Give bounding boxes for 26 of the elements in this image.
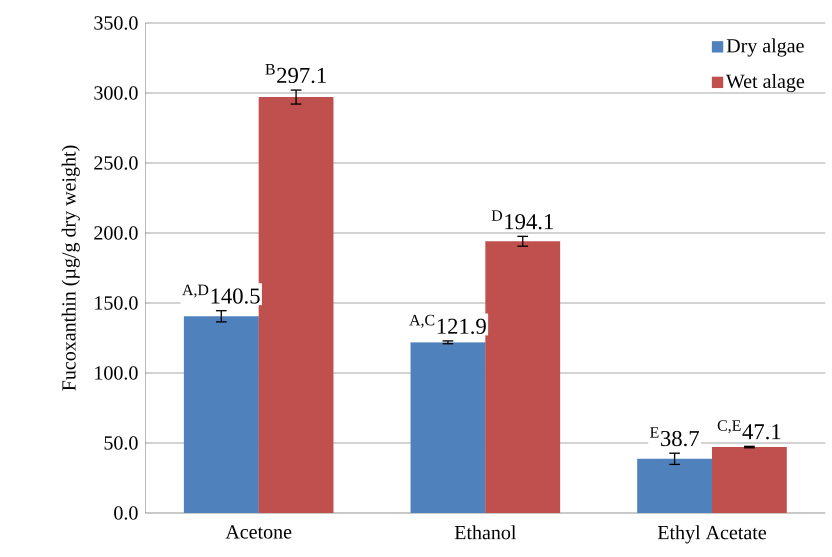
x-tick-label: Ethanol [454, 525, 516, 540]
legend-label: Dry algae [726, 38, 804, 57]
y-tick-label: 50.0 [104, 436, 138, 450]
x-tick-label: Acetone [226, 525, 292, 539]
x-tick-label: Ethyl Acetate [658, 525, 766, 544]
data-label: $^{C,E}$47.1 [718, 420, 780, 440]
data-label: $^{A,C}$121.9 [409, 314, 486, 334]
bar [637, 458, 712, 513]
legend-label: Wet alage [726, 74, 804, 92]
y-tick-label: 150.0 [95, 296, 138, 310]
data-label: $^{B}$297.1 [265, 64, 326, 84]
y-tick-label: 300.0 [94, 86, 138, 100]
y-tick-label: 250.0 [94, 156, 138, 170]
y-tick-label: 100.0 [95, 366, 138, 380]
bar [258, 97, 334, 513]
y-tick-label: 350.0 [94, 16, 138, 30]
y-tick-label: 0.0 [114, 506, 138, 520]
data-label: $^{A,D}$140.5 [182, 284, 260, 304]
data-label: $^{E}$38.7 [650, 427, 699, 446]
bar [410, 342, 486, 513]
bar [712, 447, 787, 513]
y-axis-title: Fucoxanthin (µg/g dry weight) [62, 146, 80, 391]
data-label: $^{D}$194.1 [492, 210, 553, 230]
bar [485, 241, 560, 513]
y-tick-label: 200.0 [94, 226, 138, 240]
bar [184, 316, 259, 513]
